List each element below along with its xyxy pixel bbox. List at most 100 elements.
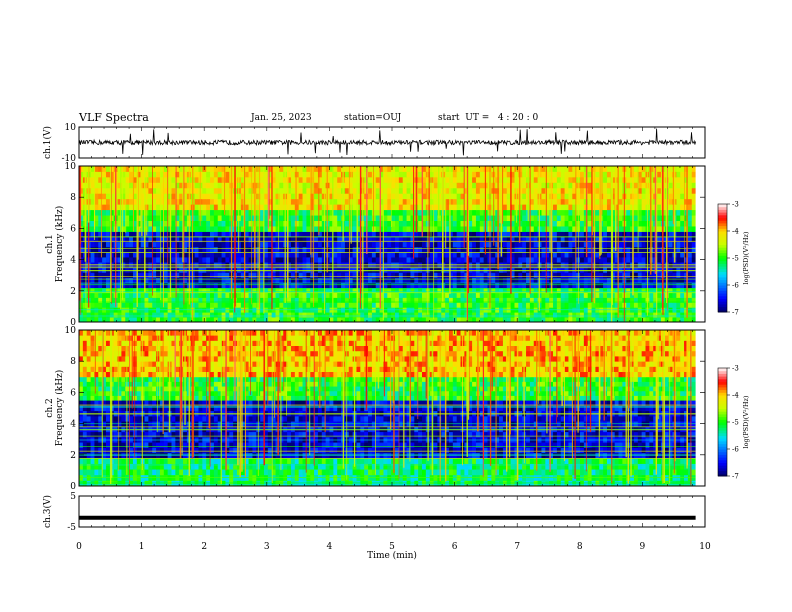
spectrogram-cell bbox=[560, 317, 565, 323]
spectrogram-cell bbox=[267, 193, 273, 200]
spectrogram-cell bbox=[468, 282, 473, 289]
spectrogram-cell bbox=[279, 215, 284, 221]
spectrogram-cell bbox=[464, 193, 469, 200]
spectrogram-cell bbox=[618, 198, 623, 205]
spectrogram-cell bbox=[568, 226, 573, 232]
spectrogram-cell bbox=[680, 215, 685, 221]
spectrogram-cell bbox=[337, 292, 342, 298]
spectrogram-cell bbox=[132, 317, 138, 323]
spectrogram-cell bbox=[217, 171, 222, 178]
spectrogram-cell bbox=[290, 241, 296, 248]
spectrogram-cell bbox=[464, 287, 469, 293]
spectrogram-cell bbox=[526, 282, 531, 289]
spectrogram-cell bbox=[568, 287, 573, 293]
spectrogram-cell bbox=[337, 198, 342, 205]
spectrogram-cell bbox=[445, 236, 450, 243]
spectrogram-cell bbox=[564, 277, 569, 283]
spectrogram-cell bbox=[341, 312, 346, 318]
spectrogram-cell bbox=[290, 187, 296, 194]
spectrogram-cell bbox=[294, 215, 300, 221]
spectrogram-cell bbox=[556, 297, 562, 303]
spectrogram-cell bbox=[487, 312, 492, 318]
spectrogram-cell bbox=[668, 297, 673, 303]
spectrogram-cell bbox=[167, 251, 172, 258]
spectrogram-cell bbox=[680, 246, 685, 253]
spectrogram-cell bbox=[568, 182, 573, 189]
spectrogram-cell bbox=[614, 297, 619, 303]
spectrogram-cell bbox=[148, 231, 153, 238]
spectrogram-cell bbox=[79, 215, 84, 221]
spectrogram-cell bbox=[676, 241, 681, 248]
spectrogram-cell bbox=[125, 257, 130, 263]
spectrogram-cell bbox=[429, 209, 434, 216]
spectrogram-cell bbox=[279, 317, 284, 323]
spectrogram-cell bbox=[202, 204, 207, 211]
spectrogram-cell bbox=[410, 171, 415, 178]
spectrogram-cell bbox=[263, 246, 269, 253]
spectrogram-cell bbox=[564, 257, 569, 263]
spectrogram-cell bbox=[271, 204, 276, 211]
spectrogram-cell bbox=[591, 302, 596, 308]
spectrogram-cell bbox=[452, 231, 458, 238]
spectrogram-cell bbox=[156, 312, 161, 318]
spectrogram-cell bbox=[603, 312, 608, 318]
spectrogram-cell bbox=[248, 236, 253, 243]
spectrogram-cell bbox=[633, 241, 639, 248]
spectrogram-cell bbox=[213, 236, 219, 243]
spectrogram-cell bbox=[587, 236, 592, 243]
spectrogram-cell bbox=[630, 272, 635, 278]
spectrogram-cell bbox=[633, 236, 639, 243]
spectrogram-cell bbox=[448, 241, 454, 248]
spectrogram-cell bbox=[152, 251, 157, 258]
spectrogram-cell bbox=[684, 182, 689, 189]
spectrogram-cell bbox=[290, 257, 296, 263]
spectrogram-cell bbox=[159, 297, 165, 303]
spectrogram-cell bbox=[657, 209, 662, 216]
spectrogram-cell bbox=[510, 215, 515, 221]
spectrogram-cell bbox=[352, 236, 357, 243]
spectrogram-cell bbox=[606, 198, 612, 205]
spectrogram-cell bbox=[368, 282, 373, 289]
spectrogram-cell bbox=[206, 312, 211, 318]
spectrogram-cell bbox=[167, 182, 172, 189]
spectrogram-cell bbox=[275, 292, 280, 298]
spectrogram-cell bbox=[614, 176, 619, 183]
spectrogram-cell bbox=[183, 220, 188, 227]
spectrogram-cell bbox=[410, 297, 415, 303]
spectrogram-cell bbox=[244, 246, 249, 253]
spectrogram-cell bbox=[306, 317, 311, 323]
spectrogram-cell bbox=[587, 302, 592, 308]
spectrogram-cell bbox=[260, 251, 265, 258]
spectrogram-cell bbox=[630, 277, 635, 283]
spectrogram-cell bbox=[302, 297, 307, 303]
spectrogram-cell bbox=[499, 277, 504, 283]
spectrogram-cell bbox=[479, 231, 485, 238]
spectrogram-cell bbox=[410, 204, 415, 211]
spectrogram-cell bbox=[233, 317, 238, 323]
spectrogram-cell bbox=[356, 262, 361, 268]
spectrogram-cell bbox=[452, 220, 458, 227]
spectrogram-cell bbox=[94, 262, 99, 268]
spectrogram-cell bbox=[687, 220, 693, 227]
spectrogram-cell bbox=[526, 251, 531, 258]
spectrogram-cell bbox=[306, 246, 311, 253]
spectrogram-cell bbox=[383, 215, 388, 221]
spectrogram-cell bbox=[140, 246, 145, 253]
spectrogram-cell bbox=[337, 277, 342, 283]
spectrogram-cell bbox=[448, 302, 454, 308]
spectrogram-cell bbox=[117, 251, 122, 258]
spectrogram-cell bbox=[221, 282, 226, 289]
spectrogram-cell bbox=[395, 282, 400, 289]
spectrogram-cell bbox=[680, 272, 685, 278]
spectrogram-cell bbox=[518, 241, 523, 248]
spectrogram-cell bbox=[117, 246, 122, 253]
spectrogram-cell bbox=[464, 262, 469, 268]
spectrogram-cell bbox=[306, 220, 311, 227]
spectrogram-cell bbox=[510, 282, 515, 289]
spectrogram-cell bbox=[522, 272, 527, 278]
spectrogram-cell bbox=[167, 198, 172, 205]
spectrogram-cell bbox=[244, 272, 249, 278]
spectrogram-cell bbox=[344, 187, 350, 194]
spectrogram-cell bbox=[306, 193, 311, 200]
spectrogram-cell bbox=[418, 297, 423, 303]
